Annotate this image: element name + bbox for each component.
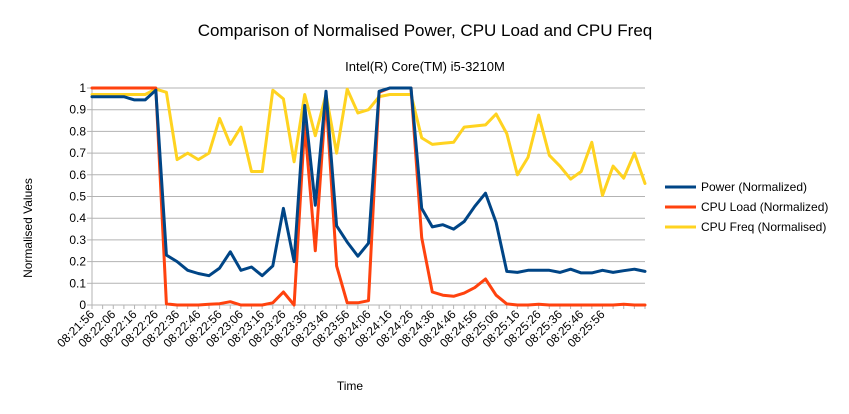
- y-axis-ticks: 0 0.1 0.2 0.3 0.4 0.5 0.6 0.7 0.8 0.9 1: [69, 81, 92, 312]
- series-line-power: [90, 86, 647, 278]
- y-tick-label: 0.7: [69, 146, 86, 160]
- y-axis-title: Normalised Values: [21, 178, 35, 278]
- legend: Power (Normalized) CPU Load (Normalized) C…: [665, 180, 828, 234]
- y-tick-label: 0.1: [69, 276, 86, 290]
- series-line-cpu-load: [90, 86, 647, 307]
- y-tick-label: 0.3: [69, 233, 86, 247]
- y-tick-label: 0.9: [69, 103, 86, 117]
- x-axis-ticks: 08:21:5608:22:0608:22:1608:22:2608:22:36…: [54, 305, 646, 350]
- y-tick-label: 0.4: [69, 211, 86, 225]
- y-tick-label: 0.2: [69, 255, 86, 269]
- chart-subtitle: Intel(R) Core(TM) i5-3210M: [345, 59, 505, 74]
- y-tick-label: 0.6: [69, 168, 86, 182]
- series-line-cpu-freq: [90, 87, 647, 197]
- y-tick-label: 0.5: [69, 190, 86, 204]
- x-axis-title: Time: [337, 379, 364, 393]
- chart-title: Comparison of Normalised Power, CPU Load…: [198, 21, 652, 40]
- legend-label: CPU Freq (Normalised): [701, 220, 826, 234]
- y-tick-label: 1: [79, 81, 86, 95]
- y-tick-label: 0: [79, 298, 86, 312]
- series-lines: [90, 86, 647, 307]
- y-tick-label: 0.8: [69, 124, 86, 138]
- legend-label: CPU Load (Normalized): [701, 200, 828, 214]
- legend-label: Power (Normalized): [701, 180, 807, 194]
